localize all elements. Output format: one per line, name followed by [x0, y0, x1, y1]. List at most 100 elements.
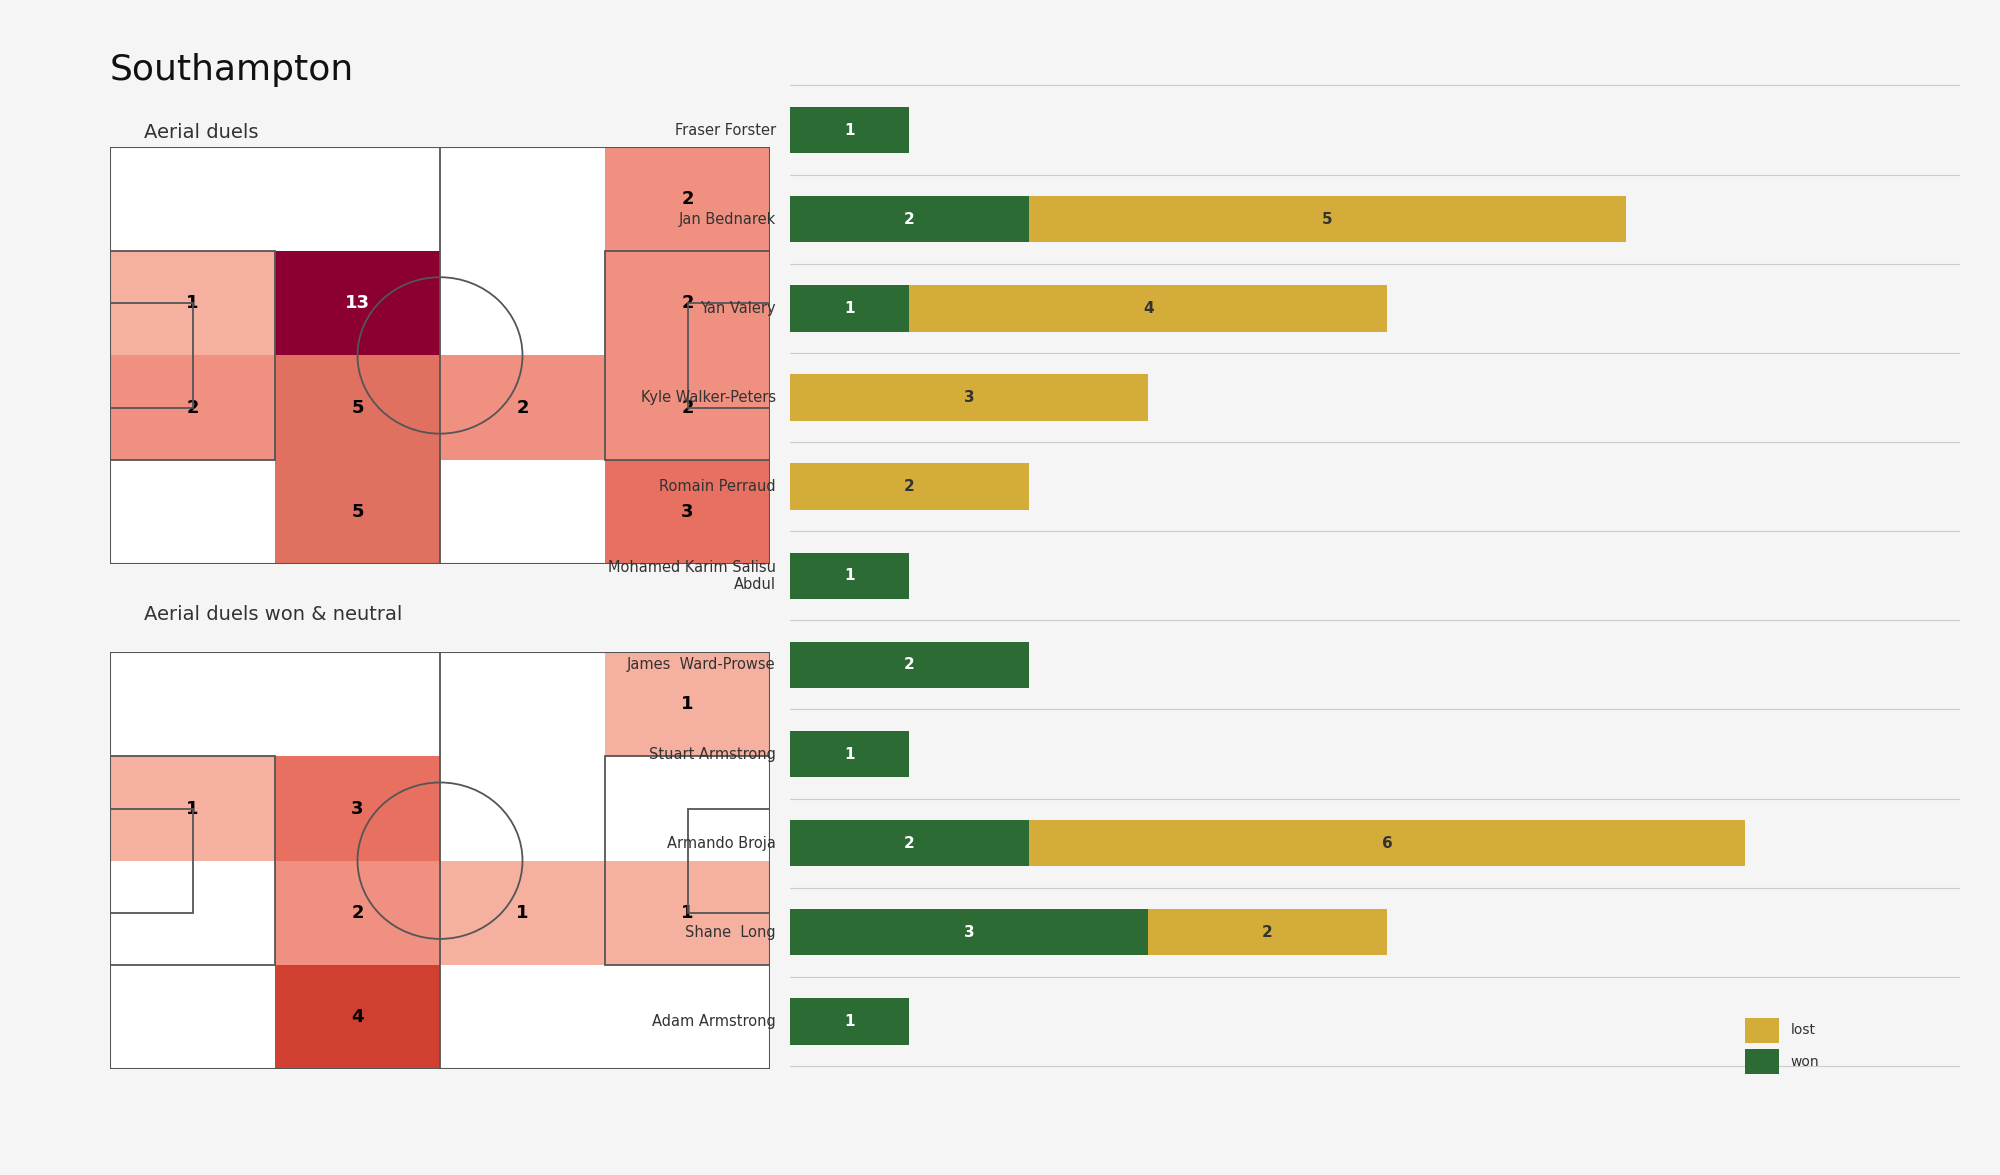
Text: 4: 4: [1142, 301, 1154, 316]
Text: 2: 2: [904, 479, 914, 495]
Bar: [276, 147, 440, 251]
Bar: [790, 196, 1028, 242]
Text: 2: 2: [904, 212, 914, 227]
Text: 5: 5: [1322, 212, 1332, 227]
Text: Kyle Walker-Peters: Kyle Walker-Peters: [640, 390, 776, 405]
Text: 1: 1: [186, 294, 198, 313]
Bar: [276, 251, 440, 355]
Bar: [440, 757, 604, 860]
Text: 1: 1: [844, 569, 854, 583]
Bar: [604, 147, 770, 251]
Bar: [276, 652, 440, 757]
Text: 1: 1: [682, 904, 694, 922]
Bar: [604, 965, 770, 1069]
Text: 3: 3: [352, 799, 364, 818]
Bar: [440, 652, 604, 757]
Text: 2: 2: [682, 398, 694, 417]
Bar: [110, 251, 276, 355]
Text: James  Ward-Prowse: James Ward-Prowse: [628, 657, 776, 672]
Text: 1: 1: [516, 904, 528, 922]
Text: 3: 3: [964, 925, 974, 940]
Text: 2: 2: [682, 190, 694, 208]
Bar: [440, 860, 604, 965]
Bar: [276, 965, 440, 1069]
Bar: [440, 459, 604, 564]
Bar: [604, 757, 770, 860]
Bar: [790, 107, 910, 153]
Bar: [604, 355, 770, 459]
Bar: [688, 303, 770, 408]
Text: Armando Broja: Armando Broja: [666, 835, 776, 851]
Text: 5: 5: [352, 503, 364, 521]
Text: 2: 2: [904, 835, 914, 851]
Bar: [790, 820, 1028, 866]
Text: Stuart Armstrong: Stuart Armstrong: [648, 746, 776, 761]
Bar: [110, 860, 276, 965]
Bar: [1746, 1018, 1778, 1043]
Text: 4: 4: [352, 1008, 364, 1026]
Bar: [276, 757, 440, 860]
Text: 2: 2: [186, 398, 198, 417]
Text: 1: 1: [186, 799, 198, 818]
Text: 5: 5: [352, 398, 364, 417]
Bar: [440, 147, 604, 251]
Bar: [276, 860, 440, 965]
Text: 2: 2: [1262, 925, 1272, 940]
Bar: [604, 757, 770, 965]
Text: Mohamed Karim Salisu
Abdul: Mohamed Karim Salisu Abdul: [608, 559, 776, 592]
Bar: [1028, 820, 1746, 866]
Text: won: won: [1790, 1054, 1820, 1068]
Text: 2: 2: [516, 398, 528, 417]
Text: lost: lost: [1790, 1023, 1816, 1038]
Text: 2: 2: [904, 657, 914, 672]
Bar: [790, 642, 1028, 689]
Bar: [1148, 909, 1386, 955]
Text: Adam Armstrong: Adam Armstrong: [652, 1014, 776, 1029]
Bar: [604, 652, 770, 757]
Bar: [110, 355, 276, 459]
Bar: [110, 147, 276, 251]
Bar: [440, 355, 604, 459]
Bar: [790, 286, 910, 331]
Bar: [276, 355, 440, 459]
Bar: [604, 459, 770, 564]
Bar: [604, 860, 770, 965]
Bar: [790, 463, 1028, 510]
Bar: [790, 375, 1148, 421]
Bar: [440, 251, 604, 355]
Text: 1: 1: [682, 696, 694, 713]
Text: 1: 1: [844, 301, 854, 316]
Text: Southampton: Southampton: [110, 53, 354, 87]
Text: 3: 3: [682, 503, 694, 521]
Text: 13: 13: [346, 294, 370, 313]
Bar: [110, 757, 276, 965]
Text: 1: 1: [844, 1014, 854, 1029]
Text: 1: 1: [844, 746, 854, 761]
Text: 1: 1: [844, 122, 854, 137]
Bar: [110, 459, 276, 564]
Bar: [110, 965, 276, 1069]
Bar: [110, 251, 276, 459]
Text: Fraser Forster: Fraser Forster: [674, 122, 776, 137]
Bar: [1028, 196, 1626, 242]
Bar: [440, 965, 604, 1069]
Bar: [790, 731, 910, 777]
Text: 6: 6: [1382, 835, 1392, 851]
Bar: [790, 999, 910, 1045]
Text: Aerial duels: Aerial duels: [144, 123, 258, 142]
Bar: [110, 808, 192, 913]
Bar: [110, 303, 192, 408]
Text: 3: 3: [964, 390, 974, 405]
Bar: [1746, 1049, 1778, 1074]
Text: 2: 2: [682, 294, 694, 313]
Bar: [110, 757, 276, 860]
Text: Aerial duels won & neutral: Aerial duels won & neutral: [144, 605, 402, 624]
Text: Yan Valery: Yan Valery: [700, 301, 776, 316]
Text: Romain Perraud: Romain Perraud: [660, 479, 776, 495]
Bar: [910, 286, 1386, 331]
Bar: [790, 909, 1148, 955]
Bar: [110, 652, 276, 757]
Bar: [604, 251, 770, 355]
Text: Shane  Long: Shane Long: [686, 925, 776, 940]
Text: Jan Bednarek: Jan Bednarek: [678, 212, 776, 227]
